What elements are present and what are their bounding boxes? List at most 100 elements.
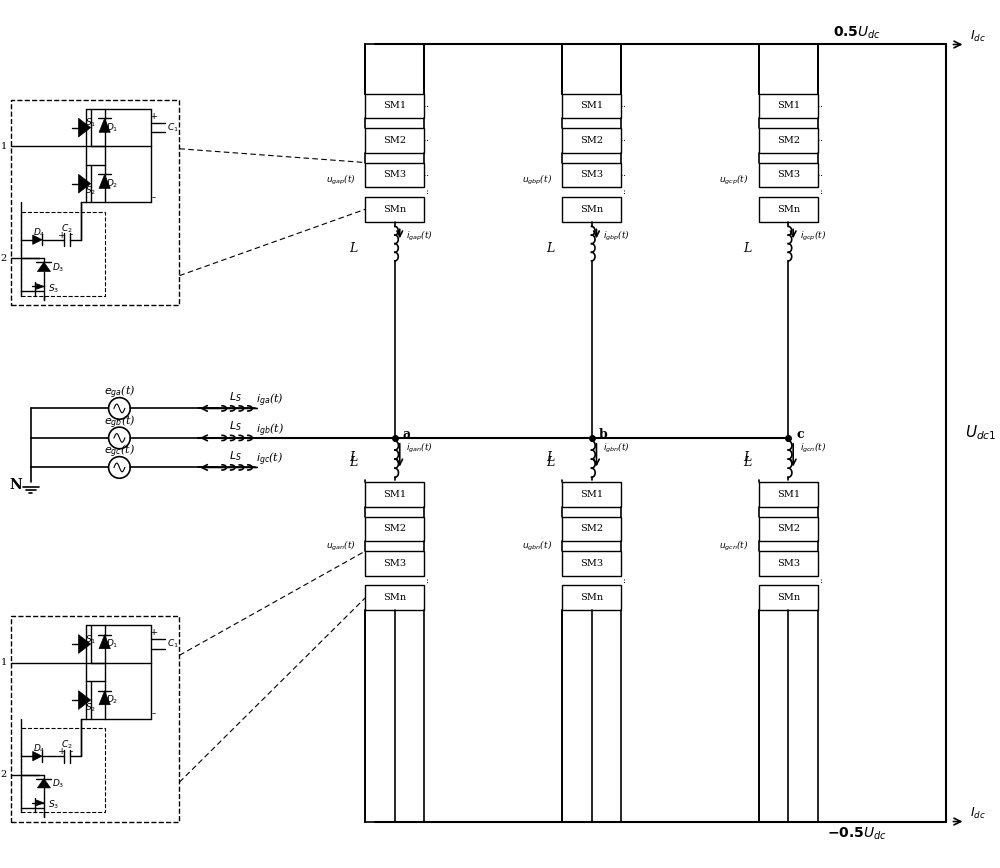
Text: SM2: SM2: [580, 136, 603, 145]
Text: L: L: [349, 451, 358, 464]
Text: $L_S$: $L_S$: [229, 390, 241, 404]
Text: L: L: [743, 242, 751, 255]
Bar: [11, 100, 179, 306]
Text: SM2: SM2: [383, 524, 406, 534]
Text: $i_{gbn}$(t): $i_{gbn}$(t): [603, 441, 630, 455]
Text: $I_{dc}$: $I_{dc}$: [970, 806, 986, 821]
Text: SM3: SM3: [580, 559, 603, 568]
Polygon shape: [99, 118, 110, 132]
Bar: [759, 551, 818, 575]
Text: $S_2$: $S_2$: [85, 185, 96, 197]
Text: $C_2$: $C_2$: [61, 739, 73, 751]
Text: $D_1$: $D_1$: [106, 122, 118, 134]
Polygon shape: [79, 118, 91, 137]
Text: $u_{gap}$(t): $u_{gap}$(t): [326, 173, 356, 187]
Text: SM1: SM1: [580, 490, 603, 499]
Text: 1: 1: [1, 658, 7, 667]
Text: SM1: SM1: [580, 102, 603, 110]
Text: L: L: [546, 451, 554, 464]
Text: -: -: [69, 231, 73, 240]
Text: +: +: [58, 231, 66, 240]
Text: +: +: [58, 747, 66, 756]
Text: $C_1$: $C_1$: [167, 638, 179, 650]
Text: $i_{gap}$(t): $i_{gap}$(t): [406, 229, 433, 243]
Bar: [365, 128, 424, 153]
Text: $\mathbf{-0.5}U_{dc}$: $\mathbf{-0.5}U_{dc}$: [827, 825, 887, 842]
Text: L: L: [743, 456, 751, 469]
Text: b: b: [599, 429, 608, 442]
Bar: [759, 162, 818, 187]
Text: SM1: SM1: [383, 490, 406, 499]
Text: $u_{gbp}$(t): $u_{gbp}$(t): [522, 173, 553, 187]
Text: $i_{gc}$(t): $i_{gc}$(t): [256, 450, 284, 468]
Text: $D_4$: $D_4$: [33, 226, 46, 239]
Text: $u_{gcp}$(t): $u_{gcp}$(t): [719, 173, 749, 187]
Text: $i_{gan}$(t): $i_{gan}$(t): [406, 441, 433, 455]
Text: SM3: SM3: [777, 170, 800, 180]
Bar: [759, 586, 818, 610]
Bar: [562, 586, 621, 610]
Text: $D_3$: $D_3$: [52, 778, 64, 791]
Text: $i_{gb}$(t): $i_{gb}$(t): [256, 421, 284, 438]
Text: SM3: SM3: [383, 170, 406, 180]
Bar: [365, 551, 424, 575]
Bar: [562, 551, 621, 575]
Text: $I_{dc}$: $I_{dc}$: [970, 29, 986, 44]
Polygon shape: [33, 235, 42, 245]
Polygon shape: [37, 262, 50, 272]
Text: SMn: SMn: [383, 205, 406, 214]
Text: L: L: [349, 456, 358, 469]
Text: c: c: [796, 429, 804, 442]
Bar: [365, 483, 424, 507]
Text: $i_{gcn}$(t): $i_{gcn}$(t): [800, 441, 826, 455]
Bar: [21, 212, 105, 296]
Text: SMn: SMn: [580, 205, 603, 214]
Text: SM1: SM1: [383, 102, 406, 110]
Bar: [562, 162, 621, 187]
Text: $e_{gb}$(t): $e_{gb}$(t): [104, 413, 135, 431]
Text: -: -: [69, 747, 73, 756]
Text: $\mathbf{0.5}U_{dc}$: $\mathbf{0.5}U_{dc}$: [833, 24, 881, 41]
Text: +: +: [150, 628, 158, 637]
Bar: [562, 197, 621, 221]
Text: $e_{gc}$(t): $e_{gc}$(t): [104, 443, 135, 460]
Bar: [562, 483, 621, 507]
Text: SMn: SMn: [777, 593, 800, 602]
Text: $D_1$: $D_1$: [106, 638, 118, 650]
Text: $C_1$: $C_1$: [167, 122, 179, 134]
Text: $D_4$: $D_4$: [33, 742, 46, 755]
Text: $D_2$: $D_2$: [106, 694, 118, 707]
Polygon shape: [37, 779, 50, 788]
Text: 1: 1: [1, 141, 7, 151]
Text: $u_{gbn}$(t): $u_{gbn}$(t): [522, 539, 553, 553]
Polygon shape: [99, 174, 110, 188]
Text: SM2: SM2: [777, 524, 800, 534]
Text: $S_1$: $S_1$: [85, 116, 96, 129]
Text: $i_{gcp}$(t): $i_{gcp}$(t): [800, 229, 826, 243]
Text: SM1: SM1: [777, 490, 800, 499]
Text: SM2: SM2: [777, 136, 800, 145]
Text: $C_2$: $C_2$: [61, 222, 73, 234]
Text: -: -: [151, 707, 155, 720]
Bar: [365, 586, 424, 610]
Bar: [365, 94, 424, 118]
Bar: [562, 128, 621, 153]
Polygon shape: [79, 691, 91, 709]
Bar: [11, 616, 179, 821]
Bar: [21, 728, 105, 812]
Text: $L_S$: $L_S$: [229, 449, 241, 463]
Bar: [759, 94, 818, 118]
Bar: [562, 94, 621, 118]
Text: $D_2$: $D_2$: [106, 177, 118, 190]
Text: L: L: [546, 456, 554, 469]
Bar: [759, 483, 818, 507]
Polygon shape: [99, 635, 110, 648]
Text: +: +: [150, 112, 158, 121]
Bar: [365, 197, 424, 221]
Text: SM2: SM2: [383, 136, 406, 145]
Text: $i_{gbp}$(t): $i_{gbp}$(t): [603, 229, 630, 243]
Text: SM3: SM3: [777, 559, 800, 568]
Text: $e_{ga}$(t): $e_{ga}$(t): [104, 384, 135, 401]
Bar: [759, 128, 818, 153]
Polygon shape: [79, 174, 91, 193]
